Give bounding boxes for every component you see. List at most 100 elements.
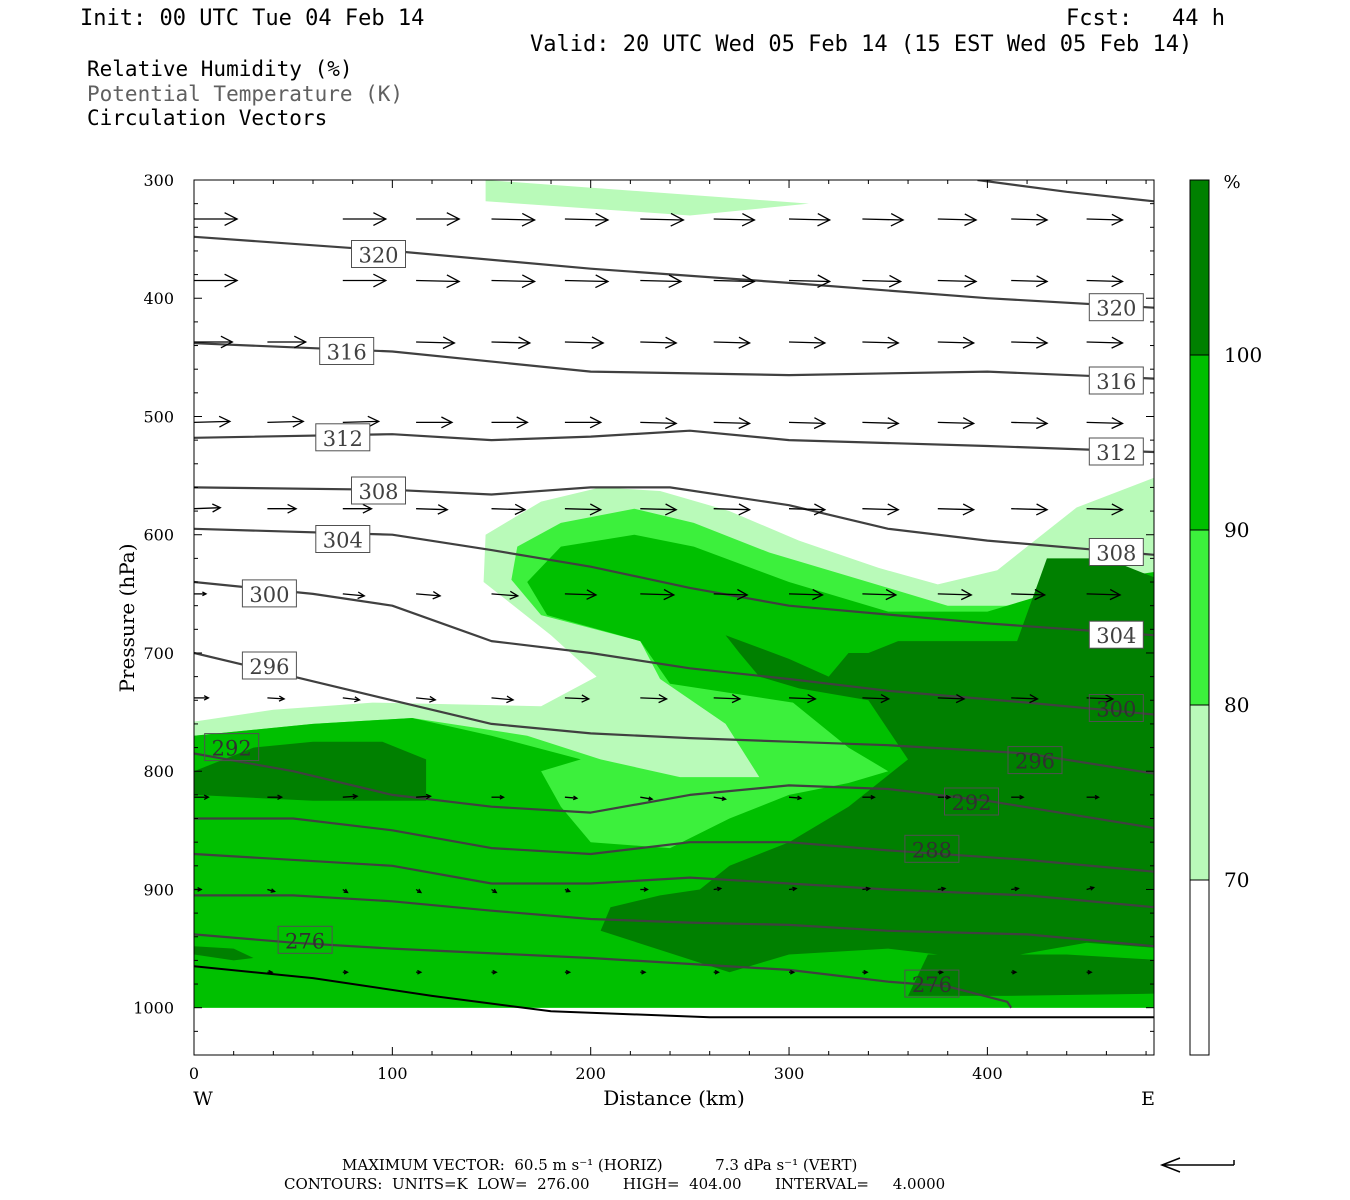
circulation-vector (1086, 503, 1124, 516)
circulation-vector (1086, 694, 1115, 704)
colorbar-segment (1189, 879, 1210, 1056)
circulation-vector (564, 887, 572, 893)
x-left-end-label: W (193, 1088, 213, 1110)
theta-label: 316 (319, 337, 375, 365)
theta-label-text: 312 (323, 427, 363, 451)
theta-contour-layer (194, 180, 1154, 1019)
circulation-vector (491, 503, 527, 516)
rh-region-100-7 (194, 946, 254, 961)
circulation-vector (194, 415, 232, 428)
circulation-vector (491, 888, 498, 894)
circulation-vector (1086, 794, 1100, 800)
circulation-vector (1011, 794, 1025, 800)
y-axis-title: Pressure (hPa) (115, 544, 139, 693)
colorbar-segment (1189, 179, 1210, 356)
y-tick-label: 900 (143, 880, 174, 899)
circulation-vector (640, 336, 678, 349)
x-tick: 300 (774, 180, 805, 1083)
circulation-vector (416, 504, 449, 515)
theta-label-text: 316 (327, 341, 367, 365)
circulation-vector (713, 503, 752, 516)
x-axis-title: Distance (km) (603, 1086, 745, 1110)
colorbar-segment (1189, 704, 1210, 881)
circulation-vector (194, 695, 210, 701)
x-tick-label: 0 (189, 1064, 199, 1083)
x-tick-label: 100 (377, 1064, 408, 1083)
theta-label-text: 308 (358, 480, 398, 504)
circulation-vector (267, 695, 286, 702)
theta-label: 292 (944, 787, 999, 816)
theta-label: 292 (204, 733, 260, 762)
circulation-vector (862, 274, 903, 288)
circulation-vector (342, 793, 359, 800)
vector-layer (194, 212, 1124, 975)
circulation-vector (267, 335, 308, 349)
circulation-vector (789, 969, 796, 975)
theta-contour-276-12 (194, 933, 1013, 1009)
theta-label: 312 (315, 423, 371, 452)
circulation-vector (788, 694, 817, 704)
circulation-vector (862, 588, 898, 601)
x-tick: 0 (189, 180, 199, 1083)
circulation-vector (342, 696, 361, 703)
circulation-vector (937, 274, 978, 288)
theta-label: 312 (1088, 437, 1144, 466)
circulation-vector (194, 335, 234, 349)
circulation-vector (194, 273, 239, 288)
y-tick: 400 (143, 289, 1154, 308)
circulation-vector (788, 274, 832, 288)
theta-label-text: 296 (1015, 750, 1055, 774)
circulation-vector (1011, 694, 1039, 704)
circulation-vector (937, 794, 952, 800)
circulation-vector (937, 694, 966, 704)
circulation-vector (713, 274, 756, 288)
theta-label-text: 316 (1096, 370, 1136, 394)
circulation-vector (862, 213, 905, 227)
x-tick-label: 200 (575, 1064, 606, 1083)
forecast-hour: Fcst: 44 h (1066, 6, 1225, 31)
circulation-vector (491, 274, 537, 289)
theta-label: 308 (351, 476, 406, 505)
circulation-vector (342, 415, 381, 428)
circulation-vector (491, 590, 520, 600)
theta-label: 304 (1088, 620, 1144, 649)
footer-max-vector: MAXIMUM VECTOR: 60.5 m s⁻¹ (HORIZ) 7.3 d… (342, 1156, 858, 1174)
circulation-vector (267, 415, 305, 428)
x-tick: 100 (377, 180, 408, 1083)
circulation-vector (564, 795, 579, 801)
theta-label: 296 (241, 651, 297, 680)
theta-label-text: 308 (1096, 542, 1136, 566)
theta-contour-304-5 (194, 527, 1154, 637)
circulation-vector (267, 969, 274, 975)
circulation-vector (1011, 503, 1049, 516)
y-tick-label: 400 (143, 289, 174, 308)
circulation-vector (640, 694, 669, 704)
circulation-vector (1086, 417, 1124, 430)
circulation-vector (1011, 969, 1018, 975)
circulation-vector (862, 336, 900, 349)
circulation-vector (564, 274, 610, 289)
circulation-vector (862, 969, 869, 975)
plot-frame (193, 179, 1155, 1056)
circulation-vector (788, 417, 827, 430)
colorbar: 100 90 80 70 (1189, 179, 1262, 1056)
circulation-vector (564, 212, 610, 227)
circulation-vector (1011, 886, 1020, 892)
circulation-vector (564, 694, 591, 703)
y-tick: 600 (143, 526, 1154, 545)
x-tick-label: 300 (774, 1064, 805, 1083)
circulation-vector (416, 591, 442, 600)
circulation-vector (491, 969, 498, 975)
circulation-vector (194, 212, 239, 226)
theta-label-text: 312 (1096, 441, 1136, 465)
theta-label: 276 (277, 925, 333, 954)
circulation-vector (416, 212, 461, 226)
theta-label: 300 (241, 579, 297, 608)
rh-fill-layer (194, 180, 1154, 1008)
theta-label: 320 (1088, 293, 1144, 322)
circulation-vector (937, 969, 945, 975)
theta-contour-300-6 (194, 580, 1154, 716)
theta-label: 304 (315, 525, 371, 553)
circulation-vector (788, 336, 827, 349)
circulation-vector (564, 969, 572, 975)
